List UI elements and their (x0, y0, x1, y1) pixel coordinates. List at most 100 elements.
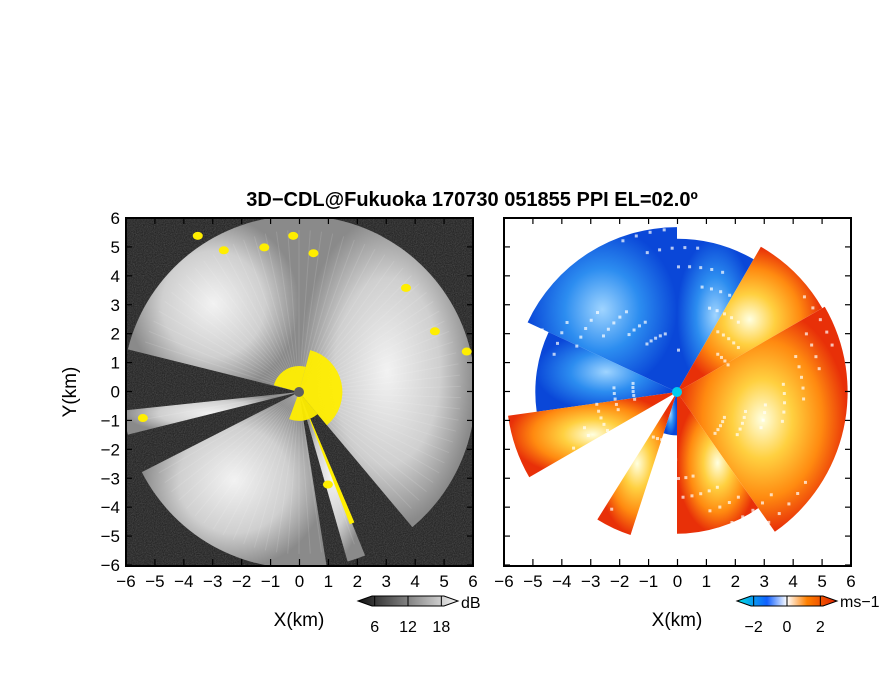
velocity-sector (677, 238, 754, 392)
left-x-tick-label: −2 (232, 572, 251, 591)
velocity-speckle (769, 493, 773, 497)
velocity-speckle (606, 327, 610, 331)
velocity-sector (527, 227, 677, 392)
velocity-speckle (648, 230, 652, 234)
velocity-speckle (727, 501, 731, 505)
velocity-speckle (719, 355, 723, 359)
velocity-sector (535, 332, 677, 412)
left-x-tick-label: 1 (324, 572, 333, 591)
velocity-speckle (713, 431, 717, 435)
velocity-speckle (742, 415, 746, 419)
left-x-tick-label: −3 (203, 572, 222, 591)
reflectivity-colorbar-tick-label: 12 (399, 619, 417, 636)
velocity-speckle (708, 509, 712, 513)
left-x-tick-label: 0 (295, 572, 304, 591)
velocity-speckle (597, 409, 601, 413)
right-x-tick-label: −1 (639, 572, 658, 591)
velocity-speckle (613, 397, 617, 401)
velocity-speckle (654, 336, 658, 340)
velocity-speckle (655, 437, 659, 441)
velocity-speckle (627, 333, 631, 337)
velocity-speckle (555, 341, 559, 345)
velocity-speckle (631, 381, 635, 385)
velocity-speckle (700, 285, 704, 289)
velocity-sector (677, 246, 823, 392)
reflectivity-streak (232, 391, 300, 541)
left-y-tick-label: 5 (111, 238, 120, 257)
velocity-speckle (696, 246, 700, 250)
reflectivity-streak (171, 391, 300, 493)
velocity-speckle (618, 315, 622, 319)
velocity-speckle (728, 293, 732, 297)
figure-title: 3D−CDL@Fukuoka 170730 051855 PPI EL=02.0… (246, 189, 698, 211)
right-x-tick-label: −6 (494, 572, 513, 591)
velocity-speckle (759, 426, 763, 430)
velocity-speckle (830, 343, 834, 347)
reflectivity-streak (212, 254, 300, 393)
left-y-tick-label: −2 (101, 440, 120, 459)
velocity-speckle (594, 521, 598, 525)
velocity-panel: −6 −5 −4 −3 −2 −1 0 1 2 3 4 5 6 X(km) (494, 217, 856, 631)
velocity-speckle (715, 485, 719, 489)
reflectivity-streak (275, 231, 300, 393)
velocity-speckle (732, 341, 736, 345)
left-y-tick-label: −6 (101, 556, 120, 575)
velocity-field (508, 227, 848, 536)
velocity-speckle (699, 492, 703, 496)
highlight-core (273, 365, 299, 392)
left-y-tick-label: −1 (101, 411, 120, 430)
velocity-speckle (632, 328, 636, 332)
velocity-speckle (761, 418, 765, 422)
reflectivity-streak (186, 275, 300, 393)
right-x-tick-label: 5 (817, 572, 826, 591)
right-axis-ticks (503, 217, 852, 566)
velocity-speckle (582, 426, 586, 430)
highlight-patch (400, 283, 411, 292)
velocity-speckle (727, 337, 731, 341)
velocity-speckle (777, 512, 781, 516)
velocity-speckle (825, 330, 829, 334)
velocity-speckle (662, 457, 666, 461)
velocity-speckle (738, 427, 742, 431)
velocity-speckle (572, 479, 576, 483)
highlight-patch (322, 480, 333, 489)
reflectivity-streak (264, 233, 300, 393)
reflectivity-streak (212, 391, 300, 530)
velocity-speckle (736, 346, 740, 350)
velocity-speckle (681, 495, 685, 499)
velocity-speckle (532, 353, 536, 357)
velocity-speckle (803, 480, 807, 484)
left-x-tick-label: 3 (382, 572, 391, 591)
left-y-tick-label: −3 (101, 469, 120, 488)
velocity-speckle (599, 416, 603, 420)
velocity-speckle (529, 379, 533, 383)
left-y-tick-label: 2 (111, 325, 120, 344)
velocity-speckle (600, 501, 604, 505)
velocity-sector (597, 392, 677, 536)
velocity-speckle (802, 295, 806, 299)
reflectivity-streak (178, 391, 300, 501)
velocity-speckle (575, 344, 579, 348)
velocity-speckle (586, 434, 590, 438)
velocity-speckle (763, 403, 767, 407)
left-y-tick-label: 6 (111, 209, 120, 228)
reflectivity-streak (186, 391, 300, 509)
left-y-tick-label: −5 (101, 527, 120, 546)
right-x-axis-title: X(km) (652, 610, 703, 631)
reflectivity-streak (164, 391, 300, 483)
velocity-speckle (721, 333, 725, 337)
velocity-speckle (590, 495, 594, 499)
velocity-speckle (718, 424, 722, 428)
velocity-speckle (668, 458, 672, 462)
reflectivity-streak (232, 243, 300, 393)
left-y-axis-title: Y(km) (60, 367, 81, 418)
highlight-patch (461, 347, 472, 356)
right-x-tick-label: −2 (610, 572, 629, 591)
velocity-speckle (645, 342, 649, 346)
left-x-tick-label: −6 (116, 572, 135, 591)
left-y-tick-label: 3 (111, 296, 120, 315)
reflectivity-colorbar: dB 6 12 18 (356, 595, 481, 636)
reflectivity-sector (299, 218, 473, 528)
velocity-speckle (721, 420, 725, 424)
